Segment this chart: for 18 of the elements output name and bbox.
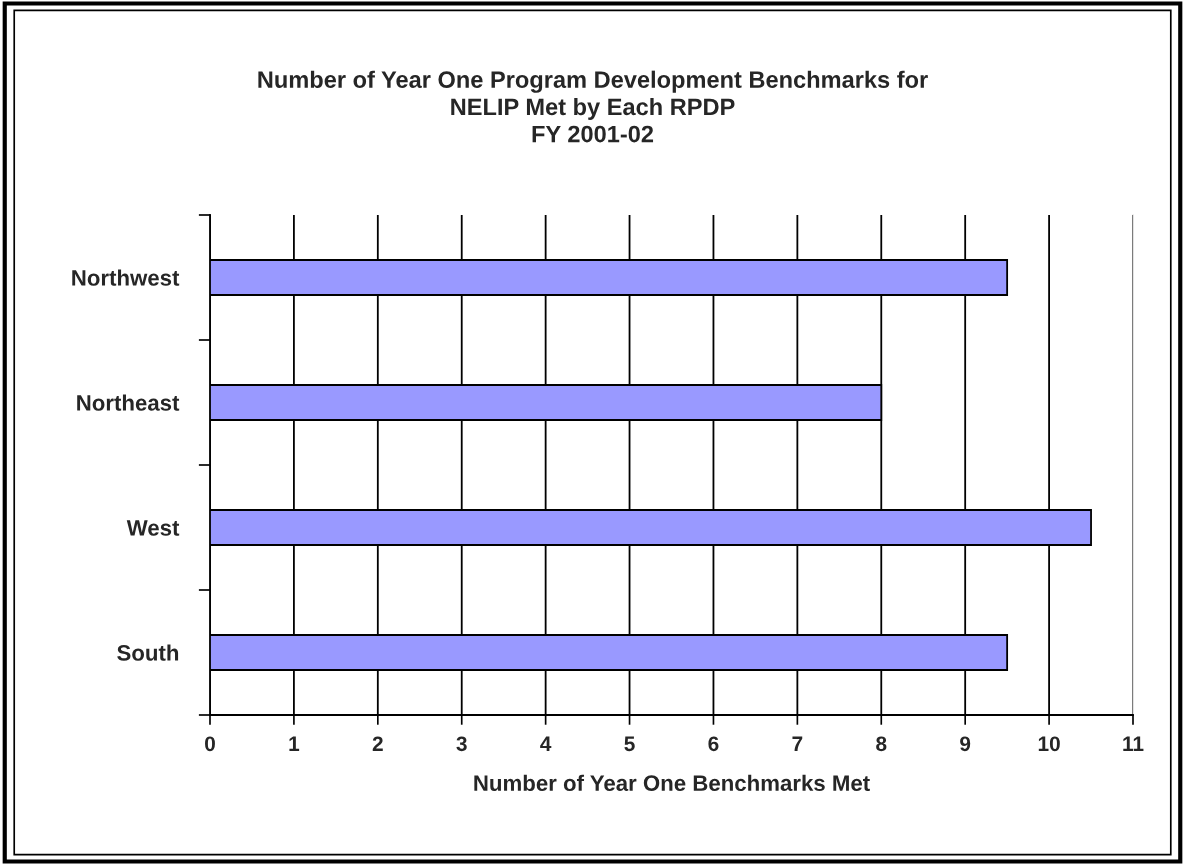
chart-title: Number of Year One Program Development Benchmarks for NELIP Met by Each RPDP FY 2001-02	[258, 70, 928, 143]
x-tick-label: 7	[792, 736, 803, 751]
x-axis-title: Number of Year One Benchmarks Met	[474, 774, 870, 792]
x-tick-label: 3	[456, 736, 467, 752]
x-tick-label: 11	[1123, 736, 1144, 751]
x-tick-label: 6	[708, 736, 719, 752]
x-tick-label: 10	[1038, 736, 1060, 752]
y-tick-label: Northeast	[77, 394, 180, 411]
x-tick-label: 0	[205, 736, 215, 752]
x-tick-label: 5	[624, 736, 635, 752]
y-tick-label: West	[126, 520, 180, 536]
x-tick-label: 4	[540, 736, 552, 751]
x-tick-label: 1	[289, 736, 300, 751]
y-tick-label: Northwest	[72, 269, 180, 286]
x-tick-label: 9	[960, 736, 971, 752]
x-tick-label: 8	[876, 736, 887, 752]
y-tick-label: South	[117, 644, 179, 661]
x-tick-label: 2	[372, 736, 383, 751]
